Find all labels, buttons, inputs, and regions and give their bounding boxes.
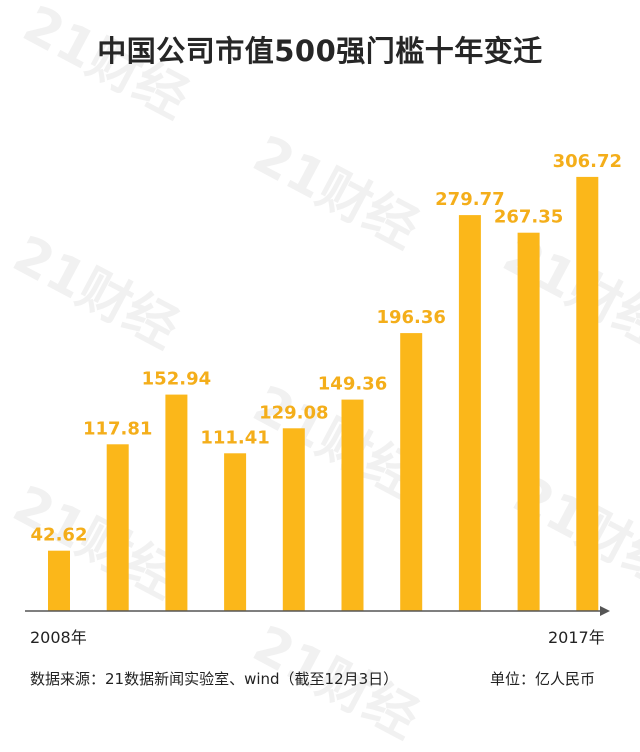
value-label-2014: 196.36 — [376, 307, 445, 328]
x-axis-start-label: 2008年 — [30, 628, 87, 647]
bar-2011 — [224, 453, 247, 611]
bar-2010 — [165, 394, 188, 611]
bar-2017 — [576, 176, 599, 611]
value-label-2017: 306.72 — [553, 151, 622, 172]
value-label-2015: 279.77 — [435, 189, 504, 210]
bar-2009 — [106, 444, 129, 611]
value-label-2012: 129.08 — [259, 402, 328, 423]
bar-2013 — [341, 399, 364, 611]
bar-2016 — [517, 232, 540, 611]
value-label-2009: 117.81 — [83, 418, 152, 439]
bar-chart: 42.62 117.81 152.94 111.41 129.08 149.36 196.3… — [25, 151, 623, 616]
value-label-2010: 152.94 — [142, 369, 211, 390]
bar-2015 — [458, 215, 481, 611]
value-label-2008: 42.62 — [31, 525, 88, 546]
x-axis-arrow-icon — [600, 606, 610, 616]
bar-2014 — [400, 333, 423, 611]
x-axis-end-label: 2017年 — [548, 628, 605, 647]
bars-group — [48, 176, 599, 611]
value-labels-group: 42.62 117.81 152.94 111.41 129.08 149.36 196.3… — [31, 151, 623, 546]
data-source-note: 数据来源：21数据新闻实验室、wind（截至12月3日） — [30, 670, 399, 688]
value-label-2011: 111.41 — [200, 427, 269, 448]
bar-2012 — [282, 428, 305, 611]
value-label-2016: 267.35 — [494, 207, 563, 228]
bar-2008 — [48, 550, 70, 611]
value-label-2013: 149.36 — [318, 374, 387, 395]
unit-note: 单位：亿人民币 — [490, 670, 596, 688]
chart-title: 中国公司市值500强门槛十年变迁 — [97, 34, 543, 68]
